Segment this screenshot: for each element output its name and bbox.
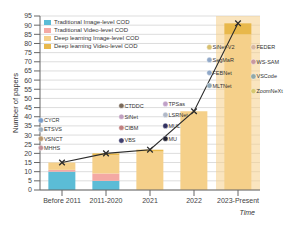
svg-text:Time: Time	[240, 209, 256, 216]
svg-text:15: 15	[24, 159, 32, 166]
svg-text:FEBNet: FEBNet	[212, 70, 232, 76]
svg-text:80: 80	[24, 40, 32, 47]
svg-text:20: 20	[24, 150, 32, 157]
html-text:Deep learning Video-level COD: Deep learning Video-level COD	[54, 43, 138, 49]
svg-text:50: 50	[24, 95, 32, 102]
svg-text:25: 25	[24, 141, 32, 148]
svg-text:CIBM: CIBM	[124, 125, 138, 131]
svg-text:85: 85	[24, 31, 32, 38]
svg-text:SiNet: SiNet	[124, 114, 138, 120]
svg-text:TPSas: TPSas	[168, 101, 185, 107]
svg-text:ZoomNeXt: ZoomNeXt	[256, 88, 283, 94]
svg-text:MLTNet: MLTNet	[212, 83, 232, 89]
svg-text:VSNCT: VSNCT	[44, 136, 63, 142]
svg-text:MU: MU	[168, 136, 177, 142]
html-text:Traditional Video-level COD: Traditional Video-level COD	[54, 27, 128, 33]
svg-text:95: 95	[24, 12, 32, 19]
svg-text:60: 60	[24, 77, 32, 84]
svg-text:65: 65	[24, 67, 32, 74]
svg-text:CTDDC: CTDDC	[124, 103, 143, 109]
svg-text:5: 5	[28, 177, 32, 184]
svg-text:40: 40	[24, 113, 32, 120]
svg-text:0: 0	[28, 186, 32, 193]
svg-text:SegMaR: SegMaR	[212, 57, 233, 63]
svg-text:ETSVS: ETSVS	[44, 126, 62, 132]
svg-text:VSCode: VSCode	[256, 73, 277, 79]
svg-text:LSRNet: LSRNet	[168, 112, 188, 118]
svg-text:70: 70	[24, 58, 32, 65]
svg-text:MHHS: MHHS	[44, 145, 61, 151]
svg-text:2022: 2022	[186, 197, 202, 204]
svg-text:2011-2020: 2011-2020	[90, 197, 123, 204]
svg-text:2021: 2021	[142, 197, 158, 204]
svg-text:SiNet-V2: SiNet-V2	[212, 44, 234, 50]
svg-text:90: 90	[24, 22, 32, 29]
svg-text:30: 30	[24, 132, 32, 139]
svg-text:CYCR: CYCR	[44, 117, 60, 123]
svg-text:Before 2011: Before 2011	[43, 197, 81, 204]
html-text:Deep learning Image-level COD: Deep learning Image-level COD	[54, 35, 139, 41]
svg-text:FEDER: FEDER	[256, 44, 275, 50]
svg-text:Number of papers: Number of papers	[11, 73, 20, 133]
svg-text:45: 45	[24, 104, 32, 111]
svg-text:75: 75	[24, 49, 32, 56]
svg-text:55: 55	[24, 86, 32, 93]
svg-text:35: 35	[24, 122, 32, 129]
svg-text:VBS: VBS	[124, 137, 135, 143]
svg-text:2023-Present: 2023-Present	[217, 197, 259, 204]
svg-text:MUL: MUL	[168, 123, 180, 129]
html-text:Traditional Image-level COD: Traditional Image-level COD	[54, 19, 130, 25]
svg-text:WS-SAM: WS-SAM	[256, 59, 279, 65]
svg-text:10: 10	[24, 168, 32, 175]
